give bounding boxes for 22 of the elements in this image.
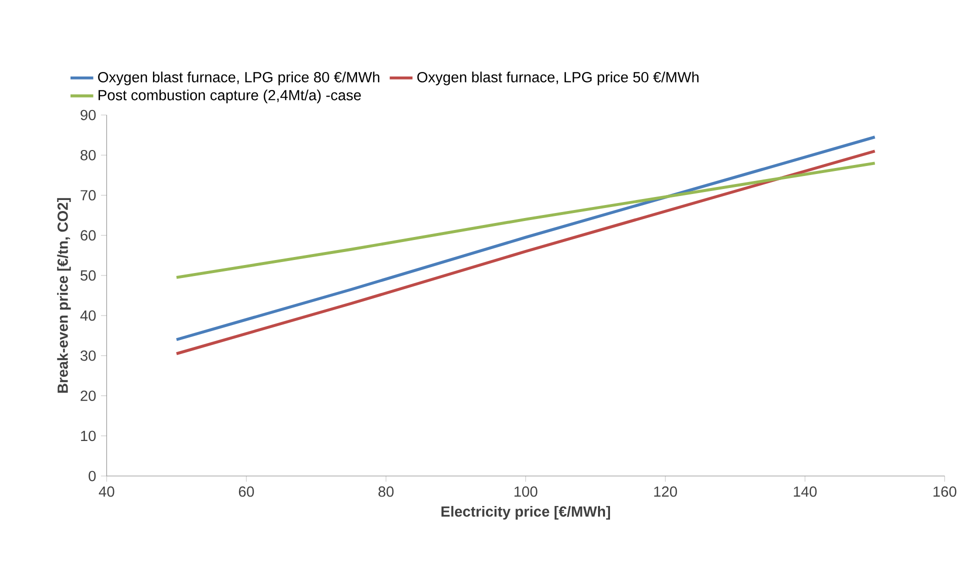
legend-label: Oxygen blast furnace, LPG price 80 €/MWh <box>98 72 380 86</box>
legend-label: Post combustion capture (2,4Mt/a) -case <box>98 90 361 104</box>
y-tick-label: 70 <box>80 190 96 200</box>
y-tick-label: 60 <box>80 230 96 241</box>
y-tick-label: 0 <box>88 470 96 482</box>
x-tick-label: 140 <box>794 486 817 497</box>
x-tick-label: 120 <box>654 486 677 497</box>
y-tick-label: 20 <box>80 390 96 401</box>
y-axis-title: Break-even price [€/tn, CO2] <box>57 198 71 393</box>
x-tick-label: 100 <box>514 486 538 497</box>
x-tick-label: 60 <box>238 486 254 497</box>
x-axis-title: Electricity price [€/MWh] <box>441 506 610 520</box>
y-tick-label: 40 <box>80 310 96 321</box>
y-tick-label: 30 <box>80 350 96 361</box>
y-tick-label: 10 <box>81 430 96 442</box>
x-tick-label: 160 <box>934 486 956 497</box>
y-tick-label: 90 <box>80 110 96 120</box>
legend-label: Oxygen blast furnace, LPG price 50 €/MWh <box>417 72 698 86</box>
y-tick-label: 80 <box>80 150 96 160</box>
x-tick-label: 80 <box>378 486 394 497</box>
y-tick-label: 50 <box>80 270 96 281</box>
x-tick-label: 40 <box>98 486 114 497</box>
